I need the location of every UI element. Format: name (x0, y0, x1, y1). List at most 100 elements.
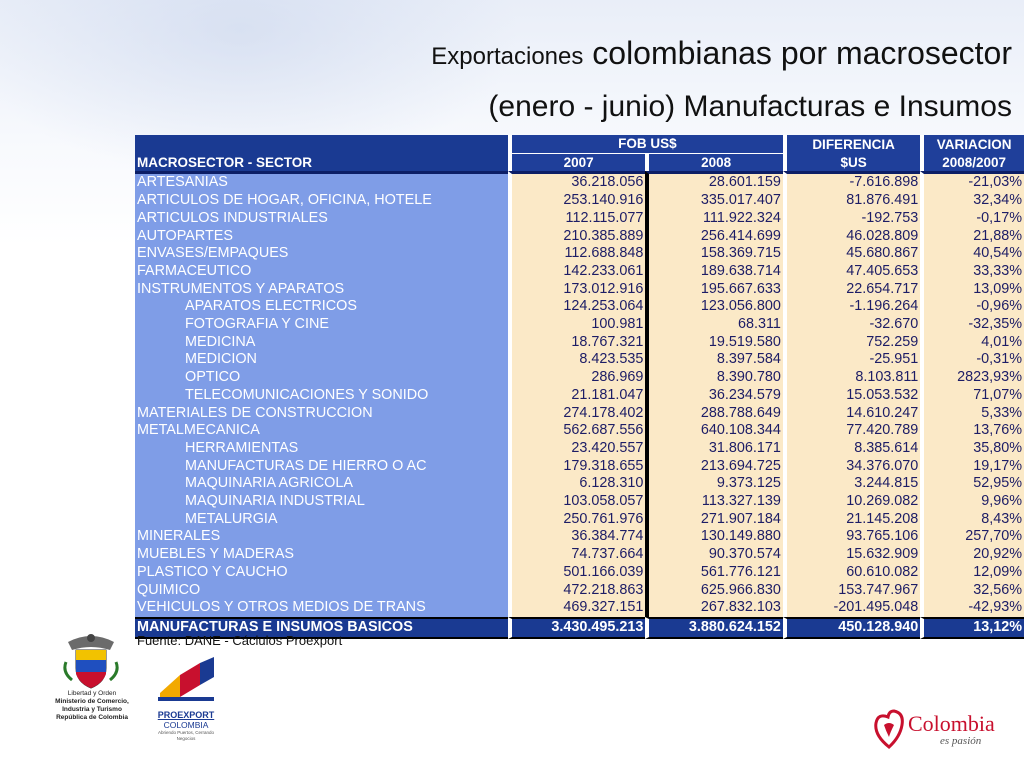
variation-cell: 13,76% (920, 422, 1024, 440)
value-2008-cell: 189.638.714 (645, 262, 783, 281)
value-2007-cell: 286.969 (507, 369, 646, 387)
table-row: ENVASES/EMPAQUES 112.688.848 158.369.715 45… (135, 245, 1024, 263)
heart-icon (874, 709, 904, 749)
sector-cell: FOTOGRAFIA Y CINE (135, 316, 508, 334)
value-2007-cell: 472.218.863 (507, 581, 646, 600)
value-2007-cell: 124.253.064 (507, 298, 646, 317)
table-row: MAQUINARIA INDUSTRIAL 103.058.057 113.327.… (135, 493, 1024, 511)
sector-cell: MAQUINARIA INDUSTRIAL (135, 493, 508, 511)
value-2007-cell: 253.140.916 (507, 192, 646, 210)
table-row: MINERALES 36.384.774 130.149.880 93.765.106… (135, 528, 1024, 547)
table-row: ARTICULOS DE HOGAR, OFICINA, HOTELE 253.1… (135, 192, 1024, 210)
table-row: METALMECANICA 562.687.556 640.108.344 77.42… (135, 422, 1024, 440)
value-2007-cell: 210.385.889 (507, 227, 646, 246)
colombia-wordmark: Colombia (908, 711, 995, 736)
header-usd: $US (782, 153, 921, 172)
value-2008-cell: 90.370.574 (645, 546, 783, 564)
table-header-row-bottom: 2007 2008 $US 2008/2007 (135, 153, 1024, 172)
difference-cell: 15.053.532 (782, 386, 921, 405)
value-2008-cell: 19.519.580 (645, 333, 783, 352)
table-row: MAQUINARIA AGRICOLA 6.128.310 9.373.125 3.2… (135, 475, 1024, 494)
value-2008-cell: 8.397.584 (645, 351, 783, 370)
difference-cell: -25.951 (782, 351, 921, 370)
value-2008-cell: 9.373.125 (645, 475, 783, 494)
table-total-row: MANUFACTURAS E INSUMOS BASICOS 3.430.495.… (135, 616, 1024, 639)
ministry-line-4: República de Colombia (56, 714, 128, 721)
variation-cell: 5,33% (920, 404, 1024, 423)
title-prefix: Exportaciones (431, 43, 584, 70)
sector-cell: TELECOMUNICACIONES Y SONIDO (135, 386, 508, 405)
value-2008-cell: 288.788.649 (645, 404, 783, 423)
value-2007-cell: 21.181.047 (507, 386, 646, 405)
table-row: FOTOGRAFIA Y CINE 100.981 68.311 -32.670 -32… (135, 316, 1024, 334)
table-header-row-top: MACROSECTOR - SECTOR FOB US$ DIFERENCIA … (135, 135, 1024, 172)
value-2007-cell: 8.423.535 (507, 351, 646, 370)
sector-cell: MEDICINA (135, 333, 508, 352)
sector-cell: VEHICULOS Y OTROS MEDIOS DE TRANS (135, 599, 508, 617)
variation-cell: -0,17% (920, 209, 1024, 228)
difference-cell: 14.610.247 (782, 404, 921, 423)
difference-cell: 34.376.070 (782, 457, 921, 476)
table-row: MATERIALES DE CONSTRUCCION 274.178.402 288… (135, 404, 1024, 423)
difference-cell: -192.753 (782, 209, 921, 228)
exports-table: MACROSECTOR - SECTOR FOB US$ DIFERENCIA … (135, 135, 1024, 639)
header-2008: 2008 (645, 153, 783, 172)
table-row: MUEBLES Y MADERAS 74.737.664 90.370.574 15.… (135, 546, 1024, 564)
header-fob: FOB US$ (507, 135, 783, 154)
table-row: INSTRUMENTOS Y APARATOS 173.012.916 195.66… (135, 280, 1024, 299)
table-row: ARTESANIAS 36.218.056 28.601.159 -7.616.898… (135, 171, 1024, 193)
difference-cell: -7.616.898 (782, 171, 921, 193)
difference-cell: 77.420.789 (782, 422, 921, 440)
sector-cell: INSTRUMENTOS Y APARATOS (135, 280, 508, 299)
proexport-logo: PROEXPORT COLOMBIA Abriendo Puertos, Cer… (150, 655, 222, 741)
proexport-mark-icon (158, 657, 214, 701)
ministry-line-2: Ministerio de Comercio, (55, 698, 129, 705)
title-subtitle: (enero - junio) Manufacturas e Insumos (488, 90, 1012, 123)
difference-cell: 153.747.967 (782, 581, 921, 600)
variation-cell: -42,93% (920, 599, 1024, 617)
value-2007-cell: 112.115.077 (507, 209, 646, 228)
difference-cell: 81.876.491 (782, 192, 921, 210)
table-row: PLASTICO Y CAUCHO 501.166.039 561.776.121 6… (135, 563, 1024, 582)
value-2008-cell: 625.966.830 (645, 581, 783, 600)
value-2007-cell: 36.384.774 (507, 528, 646, 547)
value-2008-cell: 213.694.725 (645, 457, 783, 476)
difference-cell: 10.269.082 (782, 493, 921, 511)
variation-cell: -0,31% (920, 351, 1024, 370)
variation-cell: -32,35% (920, 316, 1024, 334)
total-difference-cell: 450.128.940 (782, 616, 921, 639)
sector-cell: AUTOPARTES (135, 227, 508, 246)
sector-cell: PLASTICO Y CAUCHO (135, 563, 508, 582)
value-2008-cell: 113.327.139 (645, 493, 783, 511)
colombia-slogan: es pasión (940, 735, 982, 747)
table-row: QUIMICO 472.218.863 625.966.830 153.747.967… (135, 581, 1024, 600)
table-row: VEHICULOS Y OTROS MEDIOS DE TRANS 469.327… (135, 599, 1024, 617)
value-2008-cell: 31.806.171 (645, 439, 783, 458)
proexport-tagline: Abriendo Puertos, Cerrando Negocios (157, 730, 215, 741)
sector-cell: ARTICULOS DE HOGAR, OFICINA, HOTELE (135, 192, 508, 210)
difference-cell: 8.385.614 (782, 439, 921, 458)
sector-cell: MINERALES (135, 528, 508, 547)
total-2008-cell: 3.880.624.152 (645, 616, 783, 639)
sector-cell: ARTICULOS INDUSTRIALES (135, 209, 508, 228)
sector-cell: METALMECANICA (135, 422, 508, 440)
value-2007-cell: 103.058.057 (507, 493, 646, 511)
colombia-brand-logo: Colombia es pasión (872, 705, 1012, 755)
value-2008-cell: 8.390.780 (645, 369, 783, 387)
sector-cell: APARATOS ELECTRICOS (135, 298, 508, 317)
difference-cell: 45.680.867 (782, 245, 921, 263)
variation-cell: 9,96% (920, 493, 1024, 511)
total-variation-cell: 13,12% (920, 616, 1024, 639)
value-2008-cell: 256.414.699 (645, 227, 783, 246)
value-2007-cell: 142.233.061 (507, 262, 646, 281)
title-main: colombianas por macrosector (592, 35, 1012, 71)
sector-cell: FARMACEUTICO (135, 262, 508, 281)
table-row: FARMACEUTICO 142.233.061 189.638.714 47.405… (135, 262, 1024, 281)
value-2007-cell: 562.687.556 (507, 422, 646, 440)
difference-cell: -201.495.048 (782, 599, 921, 617)
header-2007: 2007 (507, 153, 646, 172)
value-2008-cell: 123.056.800 (645, 298, 783, 317)
value-2008-cell: 195.667.633 (645, 280, 783, 299)
variation-cell: -21,03% (920, 171, 1024, 193)
variation-cell: 35,80% (920, 439, 1024, 458)
